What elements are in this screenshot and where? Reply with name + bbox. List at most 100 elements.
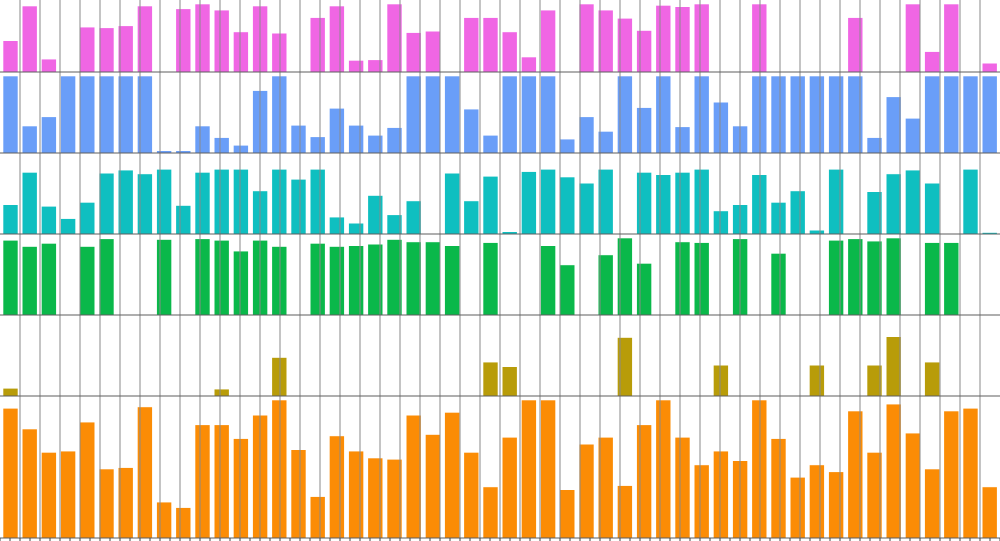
- bar-row2-17: [309, 136, 326, 154]
- bar-row6-37: [693, 464, 710, 539]
- bar-row2-35: [655, 75, 672, 154]
- bar-row6-5: [79, 421, 96, 539]
- bar-row2-34: [636, 107, 652, 154]
- bar-row2-31: [578, 116, 595, 154]
- bar-row3-44: [828, 169, 844, 235]
- bar-row6-22: [405, 414, 422, 539]
- bar-row4-26: [482, 242, 499, 316]
- bar-row2-30: [559, 138, 576, 154]
- bar-row1-35: [655, 5, 672, 73]
- bar-row3-49: [924, 182, 940, 235]
- bar-row1-26: [482, 17, 499, 73]
- bar-row6-30: [559, 489, 576, 539]
- bar-row1-19: [348, 60, 364, 73]
- bar-row3-13: [233, 169, 249, 235]
- bar-row6-2: [21, 428, 38, 539]
- bar-row4-5: [79, 246, 96, 316]
- bar-row6-19: [348, 450, 364, 539]
- bar-row1-31: [578, 3, 595, 73]
- bar-row6-16: [290, 449, 307, 539]
- bar-row4-37: [693, 242, 710, 316]
- bar-row6-51: [962, 407, 979, 539]
- bar-row1-28: [521, 56, 537, 73]
- bar-row2-50: [943, 75, 960, 154]
- bar-row3-1: [2, 204, 19, 235]
- bar-row3-5: [79, 202, 96, 235]
- bar-row4-20: [367, 243, 384, 316]
- bar-row1-48: [905, 3, 921, 73]
- bar-row4-6: [98, 238, 115, 316]
- bar-row4-44: [828, 240, 844, 316]
- bar-row2-12: [213, 137, 230, 154]
- bar-row1-45: [847, 17, 864, 73]
- bar-row3-12: [213, 169, 230, 235]
- bar-row4-13: [233, 250, 249, 316]
- bar-row2-44: [828, 75, 844, 154]
- bar-row2-19: [348, 125, 364, 154]
- bar-row1-6: [98, 27, 115, 73]
- bar-row1-22: [405, 32, 422, 73]
- bar-row4-9: [156, 239, 172, 316]
- bar-row6-28: [521, 399, 537, 539]
- bar-row3-30: [559, 176, 576, 235]
- bar-row1-15: [271, 32, 288, 73]
- bar-row4-17: [309, 243, 326, 316]
- bar-row3-16: [290, 179, 307, 235]
- bar-row5-47: [885, 336, 902, 397]
- bar-row6-40: [751, 399, 768, 539]
- bar-row1-49: [924, 51, 940, 73]
- bar-row6-23: [425, 434, 441, 539]
- bar-row4-12: [213, 240, 230, 316]
- bar-row4-47: [885, 237, 902, 316]
- bar-row3-40: [751, 174, 768, 235]
- bar-row1-23: [425, 30, 441, 73]
- bar-row4-3: [41, 243, 57, 316]
- bar-row1-10: [175, 8, 192, 73]
- bar-row1-29: [540, 9, 556, 73]
- bar-row6-52: [981, 486, 998, 539]
- bar-row5-26: [482, 361, 499, 397]
- bar-row3-19: [348, 222, 364, 235]
- bar-row2-23: [425, 75, 441, 154]
- bar-row6-34: [636, 424, 652, 539]
- bar-row3-17: [309, 169, 326, 235]
- bar-row3-38: [713, 210, 729, 235]
- bar-row1-1: [2, 40, 19, 73]
- bar-row3-28: [521, 171, 537, 235]
- bar-row2-40: [751, 75, 768, 154]
- bar-row3-3: [41, 206, 57, 235]
- bar-row1-18: [329, 5, 345, 73]
- bar-row2-4: [60, 75, 76, 154]
- bar-row6-13: [233, 438, 249, 539]
- bar-row2-24: [444, 75, 460, 154]
- bar-row6-20: [367, 457, 384, 539]
- bar-row1-13: [233, 31, 249, 73]
- bar-row6-18: [329, 435, 345, 539]
- bar-row2-11: [194, 125, 211, 154]
- bar-row2-6: [98, 75, 115, 154]
- bar-row3-11: [194, 172, 211, 235]
- bar-row6-27: [501, 436, 518, 539]
- bar-row4-19: [348, 245, 364, 316]
- bar-row5-1: [2, 387, 19, 397]
- bar-row5-15: [271, 357, 288, 397]
- bar-row6-31: [578, 443, 595, 539]
- bar-row3-9: [156, 169, 172, 235]
- bar-row2-52: [981, 75, 998, 154]
- bar-row4-24: [444, 245, 460, 316]
- bar-row5-43: [809, 364, 825, 397]
- bar-row2-26: [482, 135, 499, 154]
- bar-row6-36: [674, 436, 691, 539]
- bar-row3-29: [540, 169, 556, 235]
- bar-row2-47: [885, 96, 902, 154]
- bar-row2-1: [2, 75, 19, 154]
- bar-row3-4: [60, 218, 76, 235]
- bar-row6-17: [309, 496, 326, 539]
- bar-row1-25: [463, 17, 480, 73]
- bar-row1-50: [943, 3, 960, 73]
- bar-row1-20: [367, 59, 384, 73]
- bar-row4-23: [425, 241, 441, 316]
- bar-row4-49: [924, 242, 940, 316]
